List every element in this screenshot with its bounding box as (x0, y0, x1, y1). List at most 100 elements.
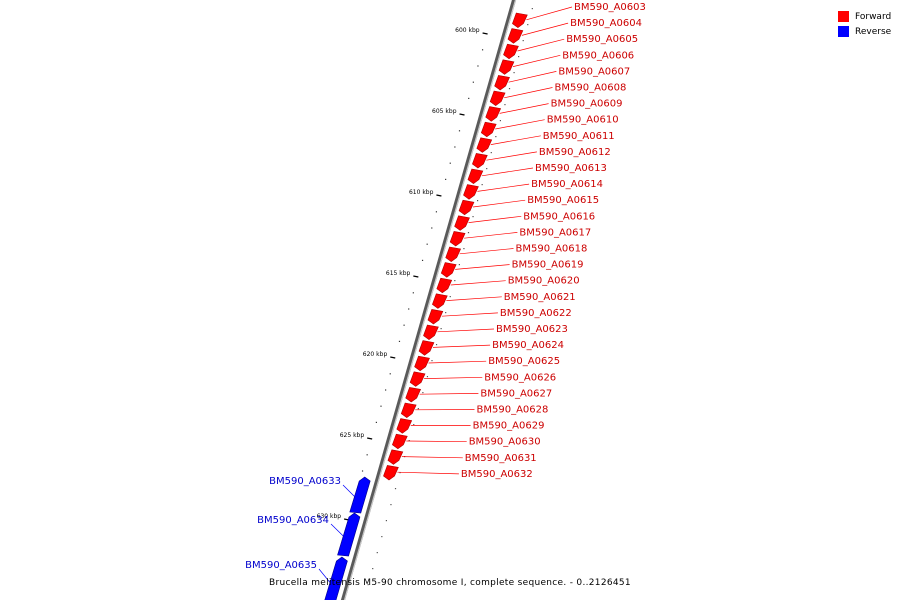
minor-tick-right (417, 408, 419, 410)
gene-label-bm590-a0616: BM590_A0616 (523, 211, 595, 222)
minor-tick (445, 178, 447, 180)
gene-arrow-forward (485, 106, 502, 122)
label-leader (472, 199, 526, 208)
label-leader (481, 167, 534, 177)
minor-tick-right (472, 216, 474, 218)
label-leader (459, 248, 514, 255)
gene-label-bm590-a0628: BM590_A0628 (477, 405, 549, 416)
minor-tick (435, 211, 438, 213)
label-leader (521, 22, 569, 36)
minor-tick-right (435, 344, 438, 346)
gene-arrow-reverse (337, 512, 361, 557)
legend-swatch-reverse (838, 26, 849, 37)
label-leader (512, 54, 561, 67)
gene-arrow-forward (440, 262, 457, 278)
minor-tick-right (481, 184, 483, 186)
label-leader (495, 119, 545, 130)
minor-tick-right (376, 552, 378, 554)
tick-group: 600 kbp 605 kbp 610 kbp 615 kbp 620 kbp 625 k… (317, 8, 533, 586)
gene-label-bm590-a0611: BM590_A0611 (543, 131, 615, 142)
minor-tick-right (454, 280, 456, 282)
label-leader (490, 135, 541, 145)
minor-tick-right (522, 40, 524, 42)
gene-arrow-reverse (324, 556, 348, 600)
label-leader (517, 38, 565, 52)
gene-label-bm590-a0633: BM590_A0633 (269, 476, 341, 487)
gene-label-bm590-a0605: BM590_A0605 (566, 34, 638, 45)
major-tick (413, 275, 419, 278)
gene-arrow-forward (405, 387, 422, 403)
minor-tick (398, 340, 401, 342)
gene-label-bm590-a0615: BM590_A0615 (527, 195, 599, 206)
minor-tick (477, 65, 479, 67)
minor-tick (421, 259, 424, 261)
gene-arrow-forward (480, 121, 497, 138)
gene-label-bm590-a0619: BM590_A0619 (512, 260, 584, 271)
minor-tick-right (495, 136, 497, 138)
major-tick (482, 32, 488, 35)
label-leader (318, 568, 331, 583)
label-leader (526, 6, 573, 21)
minor-tick-right (513, 72, 515, 74)
minor-tick-right (504, 104, 506, 106)
tick-label: 625 kbp (340, 432, 365, 439)
legend: Forward Reverse (838, 9, 891, 39)
gene-label-bm590-a0604: BM590_A0604 (570, 18, 642, 29)
gene-arrow-forward (387, 449, 404, 465)
gene-label-bm590-a0603: BM590_A0603 (574, 2, 646, 13)
gene-label-bm590-a0632: BM590_A0632 (461, 469, 533, 480)
legend-label-reverse: Reverse (855, 26, 892, 37)
gene-arrow-forward (414, 355, 430, 372)
label-leader (464, 232, 518, 239)
tick-label: 600 kbp (455, 27, 480, 34)
label-leader (486, 151, 537, 161)
label-leader (455, 264, 510, 270)
gene-label-bm590-a0610: BM590_A0610 (547, 115, 619, 126)
gene-arrow-forward (400, 402, 417, 418)
minor-tick (375, 421, 377, 423)
label-group: BM590_A0603 BM590_A0604 BM590_A0605 BM590_A… (245, 2, 646, 583)
minor-tick (403, 324, 405, 326)
label-leader (499, 103, 549, 114)
gene-label-bm590-a0627: BM590_A0627 (480, 388, 552, 399)
gene-label-bm590-a0606: BM590_A0606 (562, 50, 634, 61)
minor-tick-right (463, 248, 465, 250)
gene-label-bm590-a0609: BM590_A0609 (551, 99, 623, 110)
gene-label-bm590-a0607: BM590_A0607 (558, 66, 630, 77)
gene-label-bm590-a0617: BM590_A0617 (519, 227, 591, 238)
major-tick (367, 437, 373, 440)
minor-tick (380, 405, 382, 407)
gene-arrow-forward (392, 433, 408, 450)
gene-label-bm590-a0631: BM590_A0631 (465, 453, 537, 464)
minor-tick-right (508, 88, 511, 90)
minor-tick-right (440, 328, 442, 330)
label-leader (419, 393, 479, 395)
gene-arrow-forward (463, 184, 479, 200)
minor-tick-right (486, 168, 488, 170)
minor-tick-right (490, 152, 492, 154)
major-tick (436, 194, 442, 197)
backbone-group (340, 0, 517, 600)
minor-tick (481, 49, 484, 51)
gene-label-bm590-a0612: BM590_A0612 (539, 147, 611, 158)
gene-label-bm590-a0618: BM590_A0618 (516, 244, 588, 255)
label-leader (424, 376, 483, 379)
label-leader (468, 215, 522, 223)
minor-tick (361, 470, 364, 472)
minor-tick (454, 146, 456, 148)
gene-arrow-forward (449, 231, 466, 247)
label-leader (446, 296, 502, 301)
label-leader (401, 456, 463, 459)
gene-arrow-forward (423, 324, 439, 340)
gene-arrow-forward (383, 465, 399, 481)
minor-tick (389, 373, 391, 375)
label-leader (504, 87, 553, 99)
minor-tick-right (413, 424, 415, 426)
label-leader (477, 183, 530, 192)
minor-tick-right (449, 296, 451, 298)
gene-arrow-forward (472, 153, 488, 169)
gene-arrow-forward (396, 418, 413, 434)
backbone-line (340, 0, 517, 600)
gene-label-bm590-a0625: BM590_A0625 (488, 356, 560, 367)
gene-arrow-forward (436, 277, 453, 294)
